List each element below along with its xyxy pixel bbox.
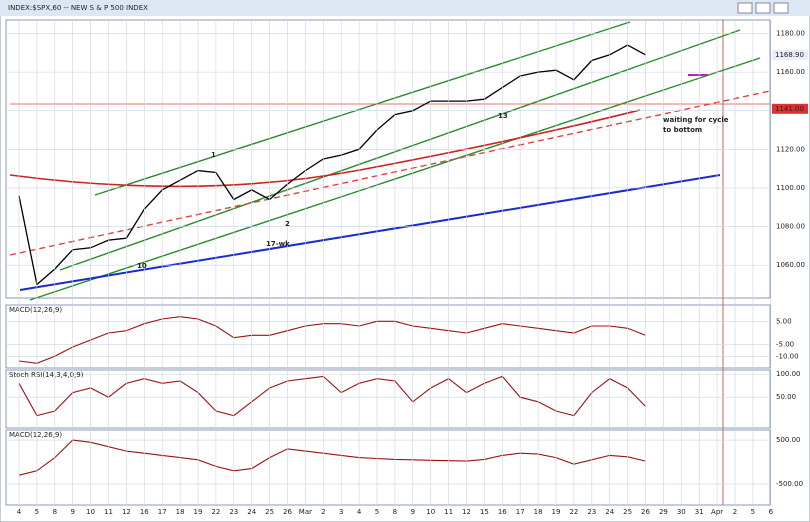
y-tick-label: 100.00 bbox=[776, 370, 801, 378]
x-tick-label: 9 bbox=[70, 508, 74, 516]
x-tick-label: 25 bbox=[623, 508, 632, 516]
annotation: 17-wk bbox=[266, 240, 290, 248]
panel bbox=[5, 304, 771, 369]
x-tick-label: 15 bbox=[480, 508, 489, 516]
close-button[interactable] bbox=[773, 2, 789, 14]
title-bar bbox=[0, 0, 810, 16]
x-tick-label: 18 bbox=[176, 508, 185, 516]
x-tick-label: 26 bbox=[283, 508, 292, 516]
x-tick-label: 19 bbox=[552, 508, 561, 516]
x-tick-label: 16 bbox=[140, 508, 149, 516]
panel bbox=[5, 19, 771, 299]
annotation: 13 bbox=[498, 112, 508, 120]
channel-mid bbox=[59, 29, 741, 271]
panel bbox=[5, 369, 771, 429]
price-label: 1168.90 bbox=[775, 51, 804, 59]
x-tick-label: 6 bbox=[769, 508, 774, 516]
price-tag bbox=[772, 103, 808, 114]
price-tag bbox=[772, 49, 808, 60]
x-tick-label: 4 bbox=[17, 508, 22, 516]
y-tick-label: 1100.00 bbox=[776, 184, 805, 192]
x-tick-label: 11 bbox=[444, 508, 453, 516]
annotation: 2 bbox=[285, 220, 290, 228]
long-trend bbox=[19, 174, 721, 291]
x-tick-label: Apr bbox=[711, 508, 723, 516]
x-tick-label: 3 bbox=[339, 508, 343, 516]
x-tick-label: 23 bbox=[587, 508, 596, 516]
series-line bbox=[18, 44, 646, 286]
x-tick-label: 22 bbox=[569, 508, 578, 516]
y-tick-label: 5.00 bbox=[776, 317, 792, 325]
panel-title: Stoch RSI(14,3,4,0,9) bbox=[9, 371, 84, 379]
y-tick-label: 50.00 bbox=[776, 393, 796, 401]
series-line bbox=[18, 316, 646, 364]
y-tick-label: 1160.00 bbox=[776, 68, 805, 76]
x-tick-label: 24 bbox=[247, 508, 256, 516]
annotation: 1 bbox=[211, 151, 216, 159]
x-tick-label: 12 bbox=[122, 508, 131, 516]
x-tick-label: 17 bbox=[158, 508, 167, 516]
window-buttons[interactable] bbox=[737, 2, 789, 14]
x-tick-label: 19 bbox=[194, 508, 203, 516]
y-tick-label: -500.00 bbox=[776, 480, 803, 488]
x-tick-label: 18 bbox=[534, 508, 543, 516]
x-tick-label: 24 bbox=[605, 508, 614, 516]
panel-title: MACD(12,26,9) bbox=[9, 431, 62, 439]
y-tick-label: 500.00 bbox=[776, 436, 801, 444]
y-tick-label: 1060.00 bbox=[776, 261, 805, 269]
x-tick-label: 5 bbox=[751, 508, 755, 516]
y-tick-label: -10.00 bbox=[776, 352, 799, 360]
x-tick-label: 17 bbox=[516, 508, 525, 516]
x-tick-label: 16 bbox=[498, 508, 507, 516]
annotation: 10 bbox=[137, 262, 147, 270]
x-tick-label: 10 bbox=[86, 508, 95, 516]
x-tick-label: 25 bbox=[265, 508, 274, 516]
x-tick-label: Mar bbox=[299, 508, 312, 516]
x-tick-label: 23 bbox=[229, 508, 238, 516]
x-tick-label: 5 bbox=[375, 508, 379, 516]
chart-title: INDEX:$SPX,60 -- NEW S & P 500 INDEX bbox=[8, 4, 148, 12]
panel bbox=[5, 429, 771, 506]
maximize-button[interactable] bbox=[755, 2, 771, 14]
x-tick-label: 30 bbox=[677, 508, 686, 516]
annotation: waiting for cycle bbox=[663, 116, 729, 124]
y-tick-label: 1120.00 bbox=[776, 145, 805, 153]
x-tick-label: 26 bbox=[641, 508, 650, 516]
y-tick-label: 1180.00 bbox=[776, 30, 805, 38]
channel-top bbox=[94, 21, 631, 196]
x-tick-label: 11 bbox=[104, 508, 113, 516]
x-tick-label: 5 bbox=[35, 508, 39, 516]
x-tick-label: 2 bbox=[321, 508, 325, 516]
panel-title: MACD(12,26,9) bbox=[9, 306, 62, 314]
x-tick-label: 8 bbox=[53, 508, 57, 516]
x-tick-label: 8 bbox=[393, 508, 397, 516]
x-tick-label: 4 bbox=[357, 508, 362, 516]
y-tick-label: -5.00 bbox=[776, 341, 794, 349]
x-tick-label: 12 bbox=[462, 508, 471, 516]
series-line bbox=[18, 439, 646, 476]
x-tick-label: 9 bbox=[411, 508, 415, 516]
red-average bbox=[9, 109, 641, 188]
y-tick-label: 1080.00 bbox=[776, 223, 805, 231]
annotation: to bottom bbox=[663, 126, 702, 134]
x-tick-label: 2 bbox=[733, 508, 737, 516]
price-label: 1141.00 bbox=[775, 105, 804, 113]
x-tick-label: 31 bbox=[695, 508, 704, 516]
x-tick-label: 10 bbox=[426, 508, 435, 516]
x-tick-label: 29 bbox=[659, 508, 668, 516]
minimize-button[interactable] bbox=[737, 2, 753, 14]
series-line bbox=[18, 375, 646, 417]
x-tick-label: 22 bbox=[211, 508, 220, 516]
